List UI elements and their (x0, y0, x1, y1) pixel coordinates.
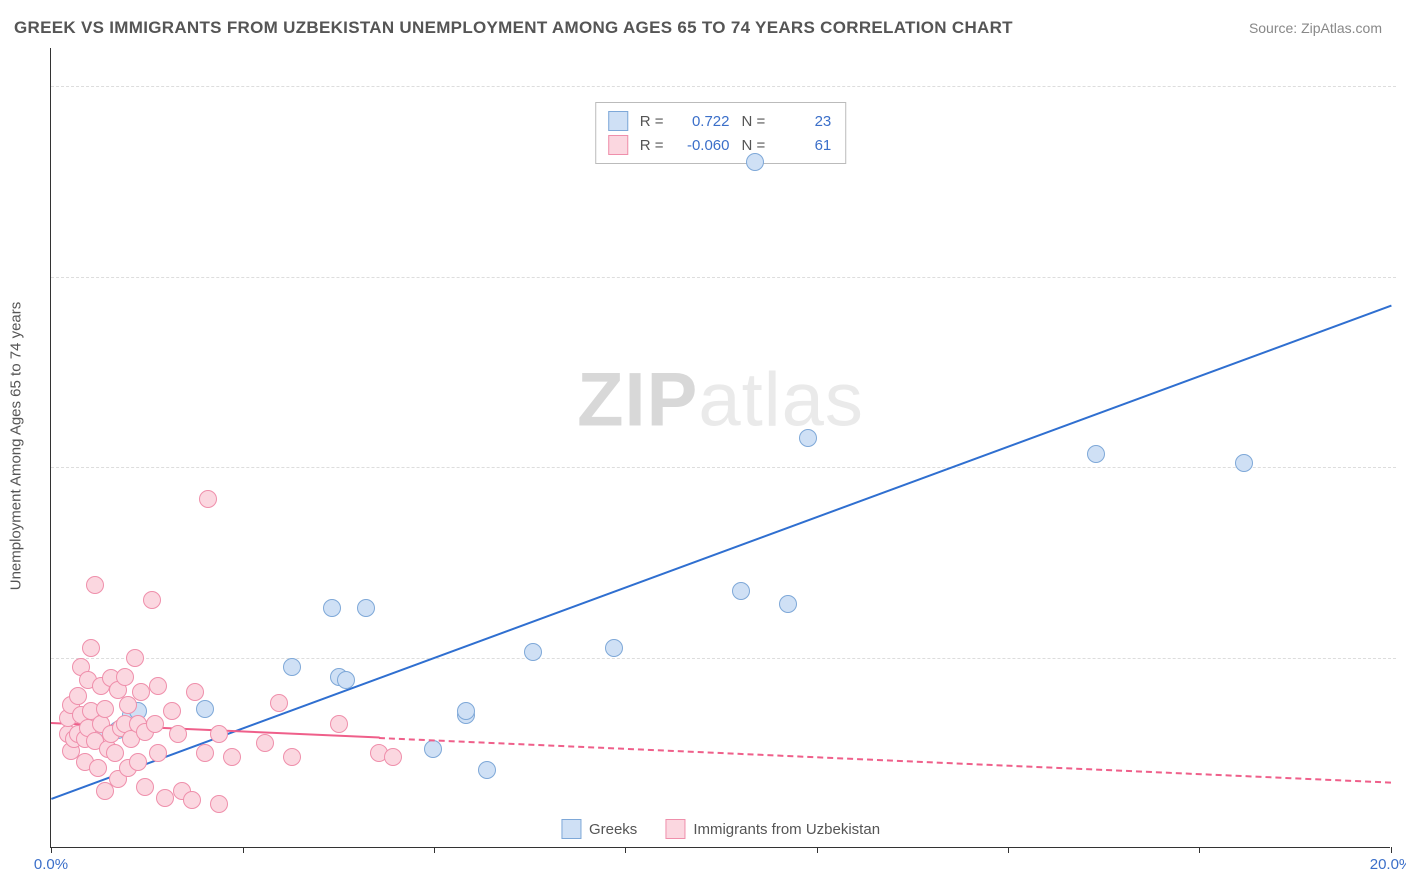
trend-line (379, 737, 1391, 784)
x-tick-mark (1391, 847, 1392, 853)
swatch-icon (608, 111, 628, 131)
data-point (270, 694, 288, 712)
x-tick-mark (625, 847, 626, 853)
data-point (163, 702, 181, 720)
x-tick-mark (243, 847, 244, 853)
legend-label: Greeks (589, 821, 637, 838)
data-point (106, 744, 124, 762)
data-point (196, 744, 214, 762)
swatch-icon (608, 135, 628, 155)
data-point (1087, 445, 1105, 463)
data-point (129, 753, 147, 771)
data-point (149, 744, 167, 762)
data-point (478, 761, 496, 779)
swatch-icon (561, 819, 581, 839)
r-value: 0.722 (672, 113, 730, 130)
x-tick-mark (51, 847, 52, 853)
data-point (146, 715, 164, 733)
data-point (196, 700, 214, 718)
data-point (132, 683, 150, 701)
data-point (210, 725, 228, 743)
data-point (732, 582, 750, 600)
legend-item-greeks: Greeks (561, 819, 637, 839)
data-point (69, 687, 87, 705)
n-value: 23 (773, 113, 831, 130)
stats-row-uzbek: R = -0.060 N = 61 (608, 133, 832, 157)
data-point (1235, 454, 1253, 472)
x-tick-mark (817, 847, 818, 853)
data-point (283, 748, 301, 766)
data-point (330, 715, 348, 733)
data-point (210, 795, 228, 813)
source-attribution: Source: ZipAtlas.com (1249, 20, 1382, 36)
data-point (223, 748, 241, 766)
data-point (156, 789, 174, 807)
x-tick-mark (1199, 847, 1200, 853)
data-point (199, 490, 217, 508)
data-point (126, 649, 144, 667)
data-point (605, 639, 623, 657)
data-point (799, 429, 817, 447)
gridline (51, 277, 1396, 278)
legend-item-uzbek: Immigrants from Uzbekistan (665, 819, 880, 839)
gridline (51, 658, 1396, 659)
data-point (323, 599, 341, 617)
data-point (136, 778, 154, 796)
data-point (384, 748, 402, 766)
data-point (116, 668, 134, 686)
swatch-icon (665, 819, 685, 839)
stats-row-greeks: R = 0.722 N = 23 (608, 109, 832, 133)
data-point (337, 671, 355, 689)
plot-area: ZIPatlas R = 0.722 N = 23 R = -0.060 N =… (50, 48, 1390, 848)
data-point (149, 677, 167, 695)
data-point (283, 658, 301, 676)
r-value: -0.060 (672, 137, 730, 154)
data-point (524, 643, 542, 661)
correlation-chart: GREEK VS IMMIGRANTS FROM UZBEKISTAN UNEM… (0, 0, 1406, 892)
data-point (119, 696, 137, 714)
data-point (256, 734, 274, 752)
correlation-stats-box: R = 0.722 N = 23 R = -0.060 N = 61 (595, 102, 847, 164)
data-point (357, 599, 375, 617)
x-tick-mark (434, 847, 435, 853)
data-point (779, 595, 797, 613)
gridline (51, 467, 1396, 468)
gridline (51, 86, 1396, 87)
x-tick-mark (1008, 847, 1009, 853)
data-point (186, 683, 204, 701)
data-point (86, 576, 104, 594)
data-point (457, 702, 475, 720)
watermark: ZIPatlas (577, 356, 864, 443)
data-point (746, 153, 764, 171)
n-value: 61 (773, 137, 831, 154)
x-tick-label: 0.0% (34, 856, 68, 873)
data-point (169, 725, 187, 743)
legend: Greeks Immigrants from Uzbekistan (553, 819, 888, 839)
data-point (89, 759, 107, 777)
legend-label: Immigrants from Uzbekistan (693, 821, 880, 838)
data-point (96, 700, 114, 718)
data-point (424, 740, 442, 758)
data-point (143, 591, 161, 609)
trend-line (51, 305, 1392, 800)
data-point (82, 639, 100, 657)
data-point (183, 791, 201, 809)
chart-title: GREEK VS IMMIGRANTS FROM UZBEKISTAN UNEM… (14, 18, 1013, 38)
y-axis-label: Unemployment Among Ages 65 to 74 years (8, 302, 25, 591)
x-tick-label: 20.0% (1370, 856, 1406, 873)
